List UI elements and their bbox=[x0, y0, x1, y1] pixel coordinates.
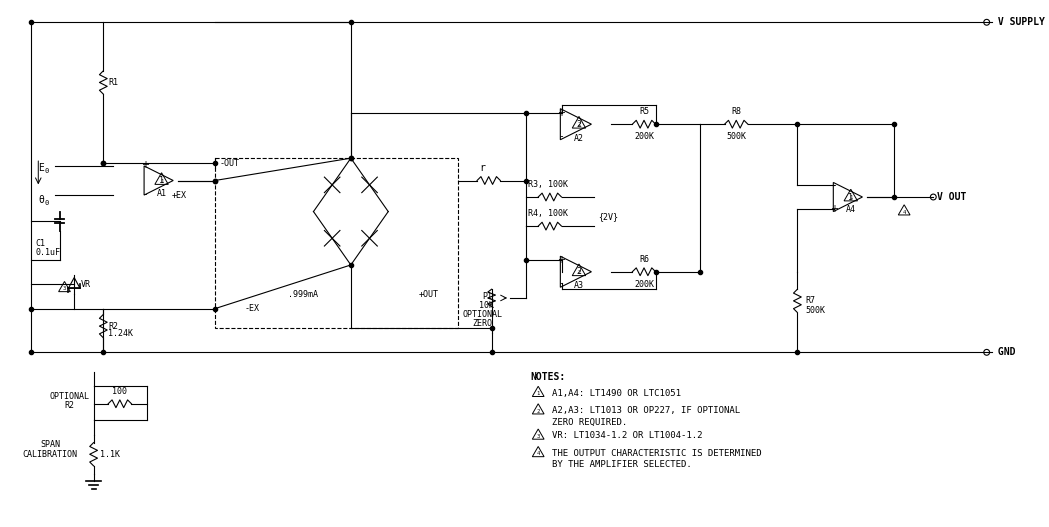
Text: OPTIONAL: OPTIONAL bbox=[49, 392, 89, 401]
Text: 2: 2 bbox=[577, 122, 580, 128]
Text: VR: VR bbox=[81, 280, 91, 289]
Text: -: - bbox=[144, 189, 147, 199]
Text: -: - bbox=[560, 278, 563, 288]
Text: 0.1uF: 0.1uF bbox=[36, 248, 61, 257]
Text: BY THE AMPLIFIER SELECTED.: BY THE AMPLIFIER SELECTED. bbox=[552, 461, 691, 470]
Text: r: r bbox=[479, 163, 485, 173]
Text: {2V}: {2V} bbox=[598, 212, 618, 221]
Text: R7: R7 bbox=[806, 296, 815, 305]
Text: R1: R1 bbox=[108, 78, 119, 87]
Text: R6: R6 bbox=[639, 255, 649, 264]
Text: SPAN: SPAN bbox=[40, 440, 60, 449]
Text: 0: 0 bbox=[44, 200, 48, 206]
Text: R8: R8 bbox=[731, 108, 742, 116]
Text: 4: 4 bbox=[537, 452, 540, 456]
Text: 1: 1 bbox=[159, 176, 164, 185]
Text: 1: 1 bbox=[159, 179, 164, 184]
Text: -EX: -EX bbox=[244, 304, 259, 313]
Text: 4: 4 bbox=[902, 210, 905, 214]
Text: 1.1K: 1.1K bbox=[101, 450, 121, 458]
Text: +EX: +EX bbox=[171, 191, 187, 200]
Text: NOTES:: NOTES: bbox=[531, 372, 565, 382]
Text: A2,A3: LT1013 OR OP227, IF OPTIONAL: A2,A3: LT1013 OR OP227, IF OPTIONAL bbox=[552, 406, 740, 415]
Text: 200K: 200K bbox=[634, 132, 654, 141]
Text: 500K: 500K bbox=[806, 306, 826, 315]
Text: 2: 2 bbox=[577, 120, 581, 129]
Text: 200K: 200K bbox=[634, 279, 654, 288]
Text: +: + bbox=[557, 108, 565, 118]
Text: 1: 1 bbox=[537, 391, 540, 396]
Text: +: + bbox=[141, 160, 149, 170]
Bar bbox=[215, 158, 457, 328]
Text: 2: 2 bbox=[577, 267, 581, 276]
Text: 1.24K: 1.24K bbox=[108, 329, 133, 338]
Text: +OUT: +OUT bbox=[419, 289, 438, 299]
Text: V SUPPLY: V SUPPLY bbox=[991, 17, 1045, 27]
Text: THE OUTPUT CHARACTERISTIC IS DETERMINED: THE OUTPUT CHARACTERISTIC IS DETERMINED bbox=[552, 449, 762, 458]
Text: θ: θ bbox=[38, 195, 44, 205]
Text: E: E bbox=[38, 163, 44, 173]
Text: R3, 100K: R3, 100K bbox=[528, 180, 568, 189]
Text: R5: R5 bbox=[639, 108, 649, 116]
Text: 2: 2 bbox=[577, 270, 580, 275]
Text: 500K: 500K bbox=[726, 132, 746, 141]
Text: A3: A3 bbox=[574, 281, 584, 290]
Text: ZERO REQUIRED.: ZERO REQUIRED. bbox=[552, 418, 627, 427]
Text: 100: 100 bbox=[112, 387, 127, 396]
Text: CALIBRATION: CALIBRATION bbox=[22, 450, 78, 458]
Text: OPTIONAL: OPTIONAL bbox=[463, 310, 502, 319]
Text: .999mA: .999mA bbox=[287, 289, 318, 299]
Text: ZERO: ZERO bbox=[473, 319, 493, 328]
Text: -OUT: -OUT bbox=[220, 159, 240, 168]
Text: 1: 1 bbox=[849, 192, 853, 201]
Text: +: + bbox=[830, 203, 838, 213]
Text: A4: A4 bbox=[845, 206, 856, 214]
Text: 2: 2 bbox=[537, 409, 540, 414]
Text: 0: 0 bbox=[44, 168, 48, 174]
Text: 3: 3 bbox=[63, 287, 66, 291]
Text: V OUT: V OUT bbox=[937, 192, 966, 202]
Text: R2: R2 bbox=[108, 321, 119, 330]
Text: R4, 100K: R4, 100K bbox=[528, 209, 568, 218]
Text: 10K: 10K bbox=[479, 301, 494, 310]
Text: -: - bbox=[833, 180, 836, 190]
Text: 1: 1 bbox=[849, 196, 853, 200]
Text: R2: R2 bbox=[64, 401, 74, 410]
Text: A1: A1 bbox=[156, 189, 167, 198]
Text: A2: A2 bbox=[574, 134, 584, 143]
Text: 3: 3 bbox=[537, 434, 540, 439]
Text: -: - bbox=[560, 131, 563, 141]
Text: VR: LT1034-1.2 OR LT1004-1.2: VR: LT1034-1.2 OR LT1004-1.2 bbox=[552, 431, 702, 440]
Text: P1: P1 bbox=[481, 292, 492, 301]
Text: A1,A4: LT1490 OR LTC1051: A1,A4: LT1490 OR LTC1051 bbox=[552, 388, 681, 397]
Text: C1: C1 bbox=[36, 239, 45, 248]
Text: GND: GND bbox=[991, 347, 1015, 357]
Text: +: + bbox=[557, 255, 565, 265]
